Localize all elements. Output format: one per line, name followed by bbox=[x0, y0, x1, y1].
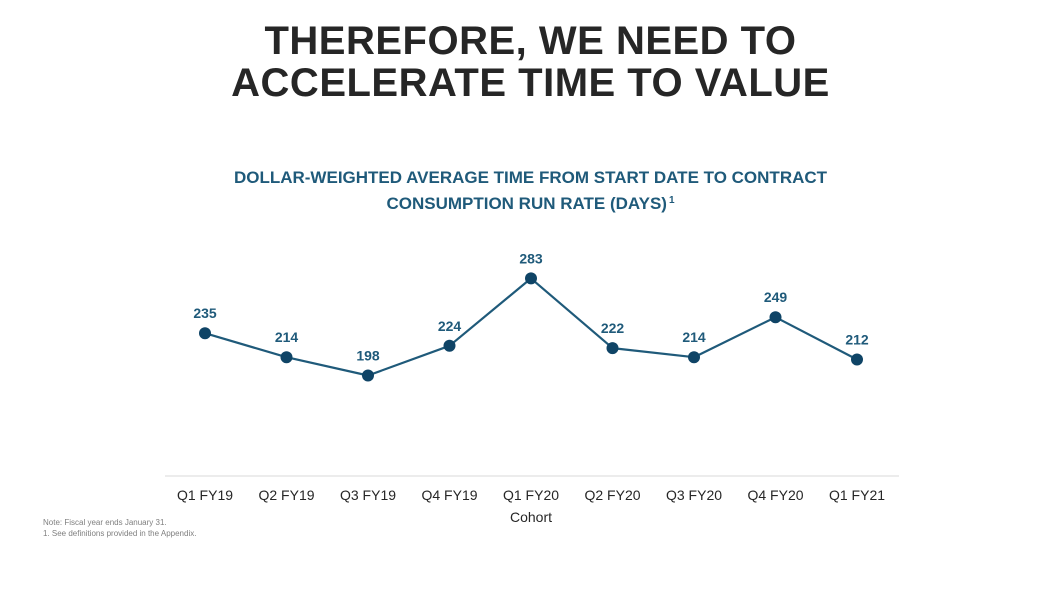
data-label-6: 222 bbox=[601, 320, 625, 336]
footnote-fiscal-year: Note: Fiscal year ends January 31. bbox=[43, 518, 167, 527]
x-axis-title: Cohort bbox=[510, 509, 552, 525]
data-label-7: 214 bbox=[682, 329, 706, 345]
chart-title-line-1: DOLLAR-WEIGHTED AVERAGE TIME FROM START … bbox=[233, 168, 828, 187]
data-label-5: 283 bbox=[519, 250, 543, 266]
x-tick-label-1: Q1 FY19 bbox=[177, 487, 233, 503]
x-tick-label-8: Q4 FY20 bbox=[747, 487, 803, 503]
x-tick-labels: Q1 FY19 Q2 FY19 Q3 FY19 Q4 FY19 Q1 FY20 Q2 FY… bbox=[177, 487, 885, 503]
data-label-4: 224 bbox=[438, 318, 462, 334]
chart-title-line-2-text: CONSUMPTION RUN RATE (DAYS) bbox=[386, 194, 667, 213]
x-tick-label-5: Q1 FY20 bbox=[503, 487, 559, 503]
data-point-6 bbox=[606, 342, 619, 355]
series-line bbox=[204, 277, 858, 377]
slide-title: THEREFORE, WE NEED TO ACCELERATE TIME TO… bbox=[0, 20, 1061, 104]
data-point-1 bbox=[199, 327, 211, 340]
x-tick-label-7: Q3 FY20 bbox=[666, 487, 722, 503]
footnote-definitions: 1. See definitions provided in the Appen… bbox=[43, 529, 197, 538]
data-point-9 bbox=[851, 353, 863, 366]
data-point-3 bbox=[362, 369, 374, 382]
data-label-1: 235 bbox=[193, 305, 217, 321]
data-labels: 235 214 198 224 283 222 214 249 212 bbox=[193, 250, 869, 363]
x-tick-label-2: Q2 FY19 bbox=[258, 487, 314, 503]
data-points bbox=[199, 272, 863, 382]
data-point-4 bbox=[443, 339, 456, 352]
x-tick-label-3: Q3 FY19 bbox=[340, 487, 396, 503]
x-tick-label-9: Q1 FY21 bbox=[829, 487, 885, 503]
chart-title-line-2: CONSUMPTION RUN RATE (DAYS) 1 bbox=[0, 189, 1061, 215]
data-label-9: 212 bbox=[845, 332, 869, 348]
data-label-3: 198 bbox=[356, 347, 380, 363]
data-label-8: 249 bbox=[764, 289, 788, 305]
data-point-5 bbox=[525, 272, 537, 285]
data-point-7 bbox=[688, 351, 700, 364]
data-point-2 bbox=[280, 351, 293, 364]
chart-title: DOLLAR-WEIGHTED AVERAGE TIME FROM START … bbox=[0, 166, 1061, 215]
footnotes: Note: Fiscal year ends January 31. 1. Se… bbox=[43, 517, 196, 539]
x-tick-label-6: Q2 FY20 bbox=[584, 487, 640, 503]
slide-title-line-2: ACCELERATE TIME TO VALUE bbox=[231, 61, 830, 105]
chart-title-footnote-marker: 1 bbox=[668, 195, 675, 206]
data-label-2: 214 bbox=[275, 329, 299, 345]
slide-title-line-1: THEREFORE, WE NEED TO bbox=[264, 19, 797, 63]
data-point-8 bbox=[769, 311, 782, 324]
x-tick-label-4: Q4 FY19 bbox=[421, 487, 477, 503]
